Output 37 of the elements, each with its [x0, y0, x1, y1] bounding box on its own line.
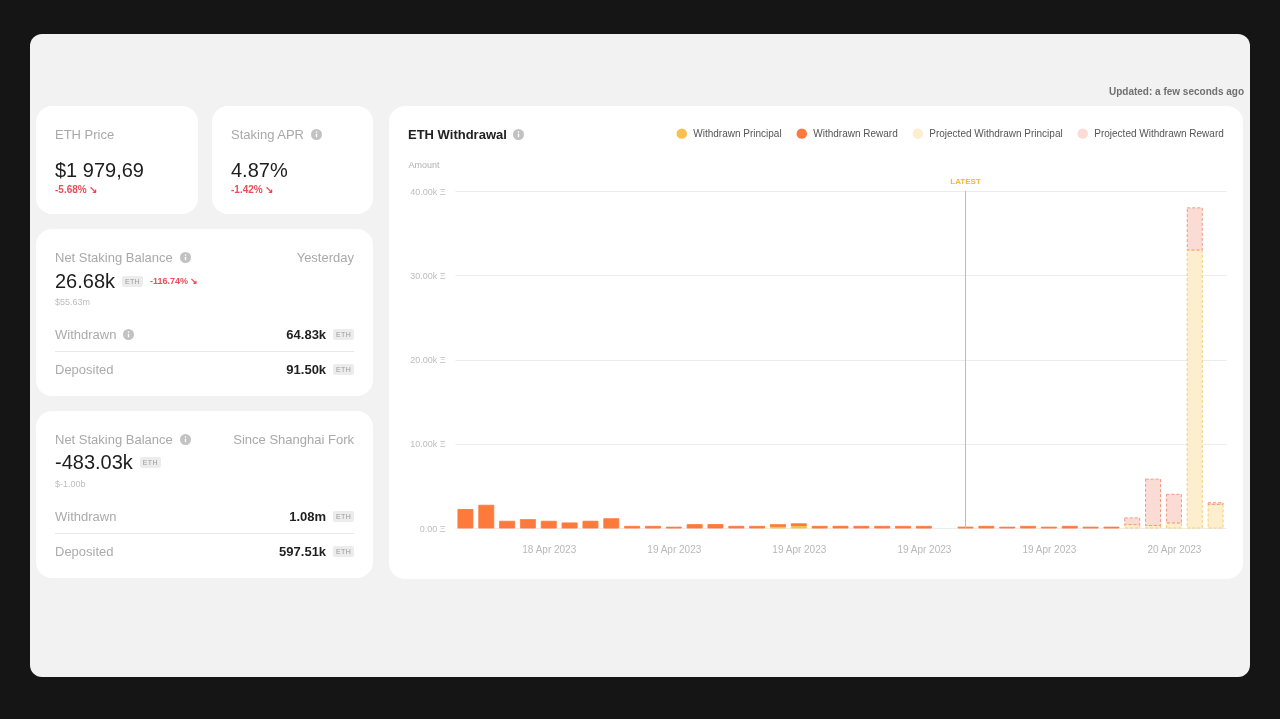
text: Updated: a few seconds ago	[1108, 86, 1244, 97]
legend-label: Projected Withdrawn Principal	[929, 127, 1063, 139]
x-tick-label: 19 Apr 2023	[647, 543, 702, 555]
legend-label: Withdrawn Principal	[693, 127, 782, 139]
text: Net Staking Balance	[55, 431, 173, 447]
text: Net Staking Balance	[55, 249, 173, 265]
text: 4.87%	[231, 158, 288, 182]
text: Since Shanghai Fork	[233, 431, 354, 447]
text: Deposited	[55, 543, 114, 559]
text: 26.68k	[55, 269, 116, 293]
x-tick-label: 20 Apr 2023	[1147, 543, 1202, 555]
text: 64.83k	[286, 326, 327, 342]
legend-label: Projected Withdrawn Reward	[1094, 127, 1224, 139]
x-tick-label: 19 Apr 2023	[897, 543, 952, 555]
text: Deposited	[55, 361, 114, 377]
text: Yesterday	[296, 249, 354, 265]
text: -5.68% ↘	[55, 183, 98, 195]
x-tick-label: 19 Apr 2023	[772, 543, 827, 555]
text: Withdrawn	[55, 326, 117, 342]
chart-title: ETH Withdrawal	[408, 126, 507, 142]
text: $1 979,69	[55, 158, 144, 182]
text: Staking APR	[231, 126, 304, 142]
text: ETH Price	[55, 126, 115, 142]
text: -1.42% ↘	[231, 183, 274, 195]
x-tick-label: 19 Apr 2023	[1022, 543, 1077, 555]
text: 597.51k	[279, 543, 327, 559]
text: -483.03k	[55, 450, 133, 474]
legend-label: Withdrawn Reward	[813, 127, 898, 139]
text: $-1.00b	[55, 479, 86, 489]
text: Withdrawn	[55, 508, 117, 524]
text: -116.74% ↘	[149, 276, 199, 286]
y-axis-title: Amount	[408, 159, 441, 170]
text: $55.63m	[55, 297, 91, 307]
text: 91.50k	[286, 361, 327, 377]
text: 1.08m	[289, 508, 327, 524]
x-tick-label: 18 Apr 2023	[522, 543, 577, 555]
ref-line-label: LATEST	[950, 177, 981, 186]
